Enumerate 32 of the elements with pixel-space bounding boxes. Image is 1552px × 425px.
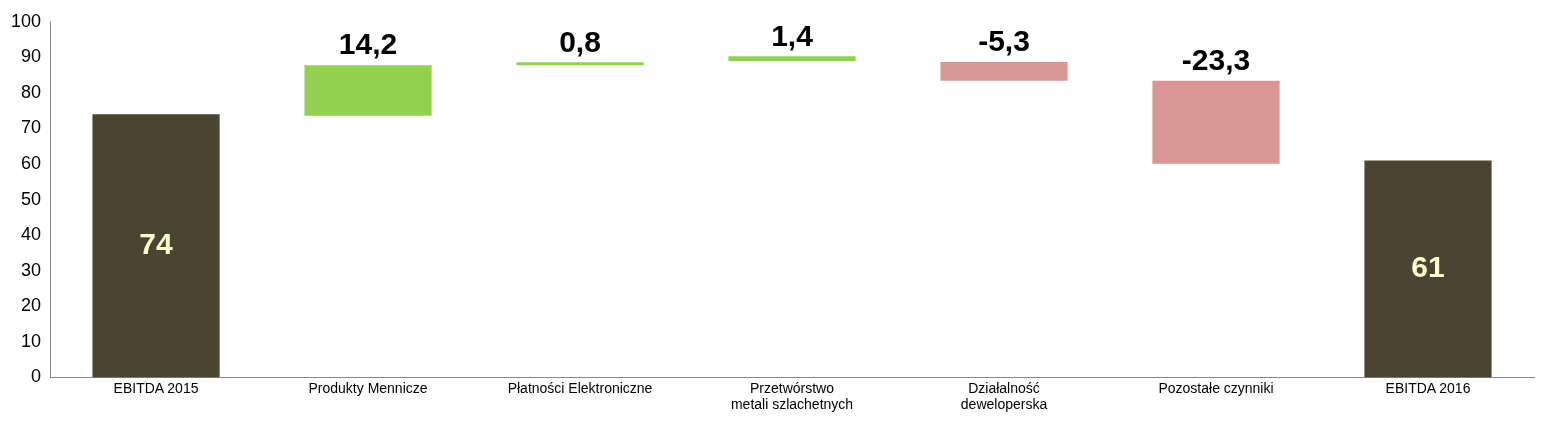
bar (1364, 160, 1492, 378)
y-tick-label: 100 (10, 10, 42, 31)
x-tick-label: Płatności Elektroniczne (507, 379, 653, 396)
y-tick-label: 40 (21, 224, 42, 245)
x-tick-label: Pozostałe czynniki (1158, 379, 1274, 396)
bar (92, 114, 220, 378)
y-tick-label: 10 (21, 330, 42, 351)
x-tick-label: Produkty Mennicze (308, 379, 428, 396)
bar (728, 56, 856, 62)
y-tick-label: 0 (31, 366, 42, 387)
data-label: 74 (139, 227, 174, 261)
bar (940, 61, 1068, 81)
data-label: 0,8 (559, 24, 601, 58)
bar (304, 65, 432, 116)
y-tick-label: 90 (21, 46, 42, 67)
data-label: -5,3 (978, 24, 1030, 58)
x-tick-label: EBITDA 2015 (113, 379, 199, 396)
y-tick-label: 70 (21, 117, 42, 138)
bar (1152, 80, 1280, 164)
y-tick-label: 30 (21, 259, 42, 280)
bar (516, 62, 644, 66)
x-tick-label: EBITDA 2016 (1385, 379, 1471, 396)
data-label: -23,3 (1181, 43, 1251, 77)
x-tick-label: Działalność deweloperska (960, 379, 1048, 413)
data-label: 14,2 (338, 27, 398, 61)
y-tick-label: 20 (21, 295, 42, 316)
y-tick-label: 80 (21, 81, 42, 102)
y-tick-label: 50 (21, 188, 42, 209)
y-tick-label: 60 (21, 153, 42, 174)
data-label: 1,4 (771, 18, 814, 52)
x-tick-label: Przetwórstwo metali szlachetnych (730, 379, 854, 413)
data-label: 61 (1411, 250, 1445, 284)
